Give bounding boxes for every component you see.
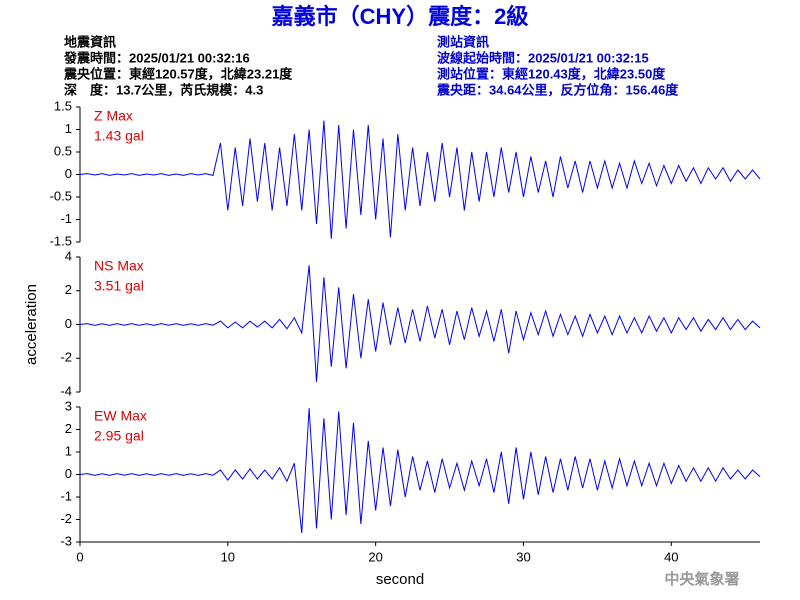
event-info: 地震資訊 [64,34,116,49]
y-tick-label: 1 [65,121,72,136]
waveform [79,408,761,534]
max-annotation: 1.43 gal [94,128,144,144]
y-tick-label: 0 [65,466,72,481]
waveform [79,265,761,382]
station-info: 測站位置：東經120.43度，北緯23.50度 [437,66,666,81]
waveform [79,120,761,239]
y-tick-label: 0.5 [54,143,72,158]
y-tick-label: 4 [65,248,72,263]
y-tick-label: 1 [65,443,72,458]
x-axis-label: second [376,571,424,588]
event-info: 深 度：13.7公里，芮氏規模：4.3 [64,82,263,97]
station-info: 波線起始時間：2025/01/21 00:32:15 [437,50,649,65]
y-axis-label: acceleration [23,284,40,365]
y-tick-label: 2 [65,421,72,436]
footer: 中央氣象署 [664,570,739,588]
y-tick-label: -4 [60,383,72,398]
max-annotation: 2.95 gal [94,428,144,444]
max-annotation: 3.51 gal [94,278,144,294]
y-tick-label: 0 [65,166,72,181]
y-tick-label: 3 [65,398,72,413]
x-tick-label: 40 [664,549,678,564]
y-tick-label: 1.5 [54,98,72,113]
title: 嘉義市（CHY）震度：2級 [272,4,529,29]
max-annotation: EW Max [94,408,147,424]
y-tick-label: -2 [60,350,72,365]
y-tick-label: -2 [60,511,72,526]
event-info: 發震時間：2025/01/21 00:32:16 [63,50,250,65]
x-tick-label: 0 [76,549,83,564]
x-tick-label: 20 [368,549,382,564]
y-tick-label: -1 [60,488,72,503]
max-annotation: Z Max [94,108,133,124]
y-tick-label: 2 [65,282,72,297]
y-tick-label: -0.5 [50,188,72,203]
station-info: 測站資訊 [437,34,489,49]
y-tick-label: -3 [60,533,72,548]
x-tick-label: 10 [221,549,235,564]
y-tick-label: 0 [65,316,72,331]
y-tick-label: -1 [60,211,72,226]
y-tick-label: -1.5 [50,233,72,248]
station-info: 震央距：34.64公里，反方位角：156.46度 [436,82,679,97]
x-tick-label: 30 [516,549,530,564]
event-info: 震央位置：東經120.57度，北緯23.21度 [63,66,293,81]
max-annotation: NS Max [94,258,144,274]
